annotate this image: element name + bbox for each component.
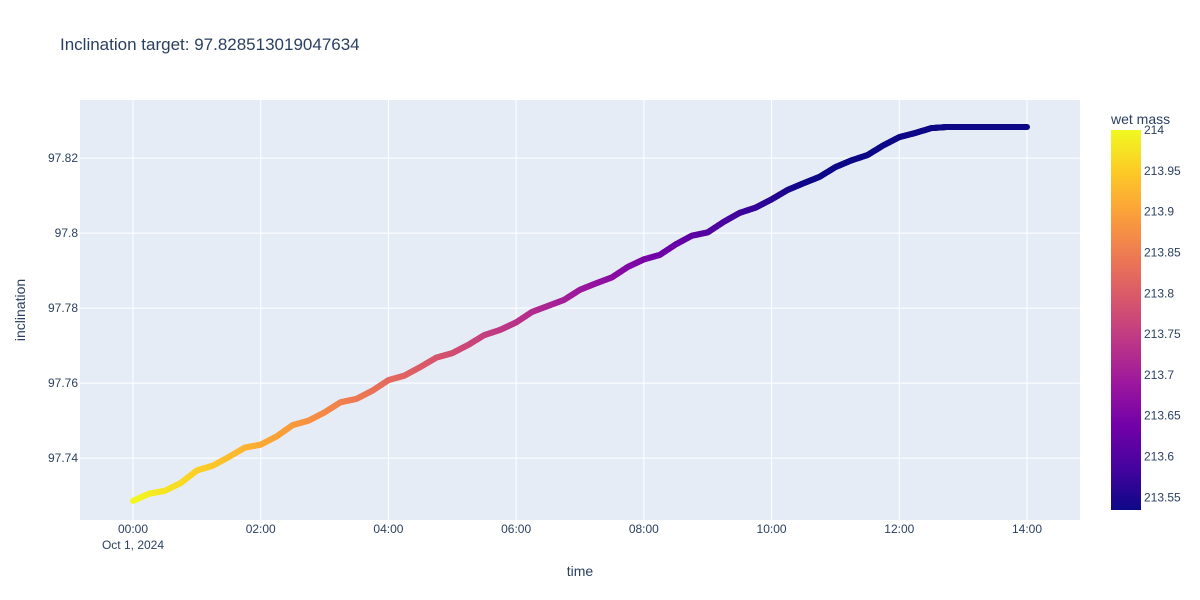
- x-tick-label: 12:00: [884, 522, 914, 536]
- colorbar-tick-label: 213.75: [1144, 327, 1181, 341]
- colorbar-tick-label: 213.65: [1144, 409, 1181, 423]
- colorbar-tick-label: 213.55: [1144, 490, 1181, 504]
- x-tick-label: 02:00: [246, 522, 276, 536]
- colorbar-tick-label: 213.95: [1144, 164, 1181, 178]
- series-line: [130, 124, 1030, 504]
- y-axis-ticks: 97.74 97.76 97.78 97.8 97.82: [48, 151, 78, 465]
- colorbar-ticks: 214 213.95 213.9 213.85 213.8 213.75 213.7 213.…: [1144, 123, 1181, 504]
- colorbar-tick-label: 213.8: [1144, 286, 1174, 300]
- colorbar-tick-label: 213.7: [1144, 368, 1174, 382]
- x-tick-label: 00:00: [118, 522, 148, 536]
- x-tick-label: 14:00: [1012, 522, 1042, 536]
- colorbar: [1111, 130, 1141, 510]
- y-tick-label: 97.76: [48, 376, 78, 390]
- y-tick-label: 97.78: [48, 301, 78, 315]
- x-axis-title: time: [567, 563, 594, 579]
- chart-title: Inclination target: 97.828513019047634: [60, 35, 360, 54]
- y-tick-label: 97.82: [48, 151, 78, 165]
- y-tick-label: 97.8: [55, 226, 79, 240]
- colorbar-tick-label: 213.6: [1144, 450, 1174, 464]
- x-tick-label: 06:00: [501, 522, 531, 536]
- colorbar-title: wet mass: [1110, 111, 1170, 127]
- x-gridlines: [132, 100, 1028, 520]
- x-axis-ticks: 00:00 02:00 04:00 06:00 08:00 10:00 12:00 14:00: [118, 522, 1042, 536]
- y-tick-label: 97.74: [48, 451, 78, 465]
- colorbar-tick-label: 213.9: [1144, 205, 1174, 219]
- x-tick-label: 08:00: [629, 522, 659, 536]
- x-date-label: Oct 1, 2024: [102, 538, 164, 552]
- x-tick-label: 10:00: [757, 522, 787, 536]
- y-gridlines: [80, 157, 1080, 459]
- colorbar-tick-label: 214: [1144, 123, 1164, 137]
- y-axis-title: inclination: [12, 279, 28, 341]
- colorbar-tick-label: 213.85: [1144, 245, 1181, 259]
- x-tick-label: 04:00: [373, 522, 403, 536]
